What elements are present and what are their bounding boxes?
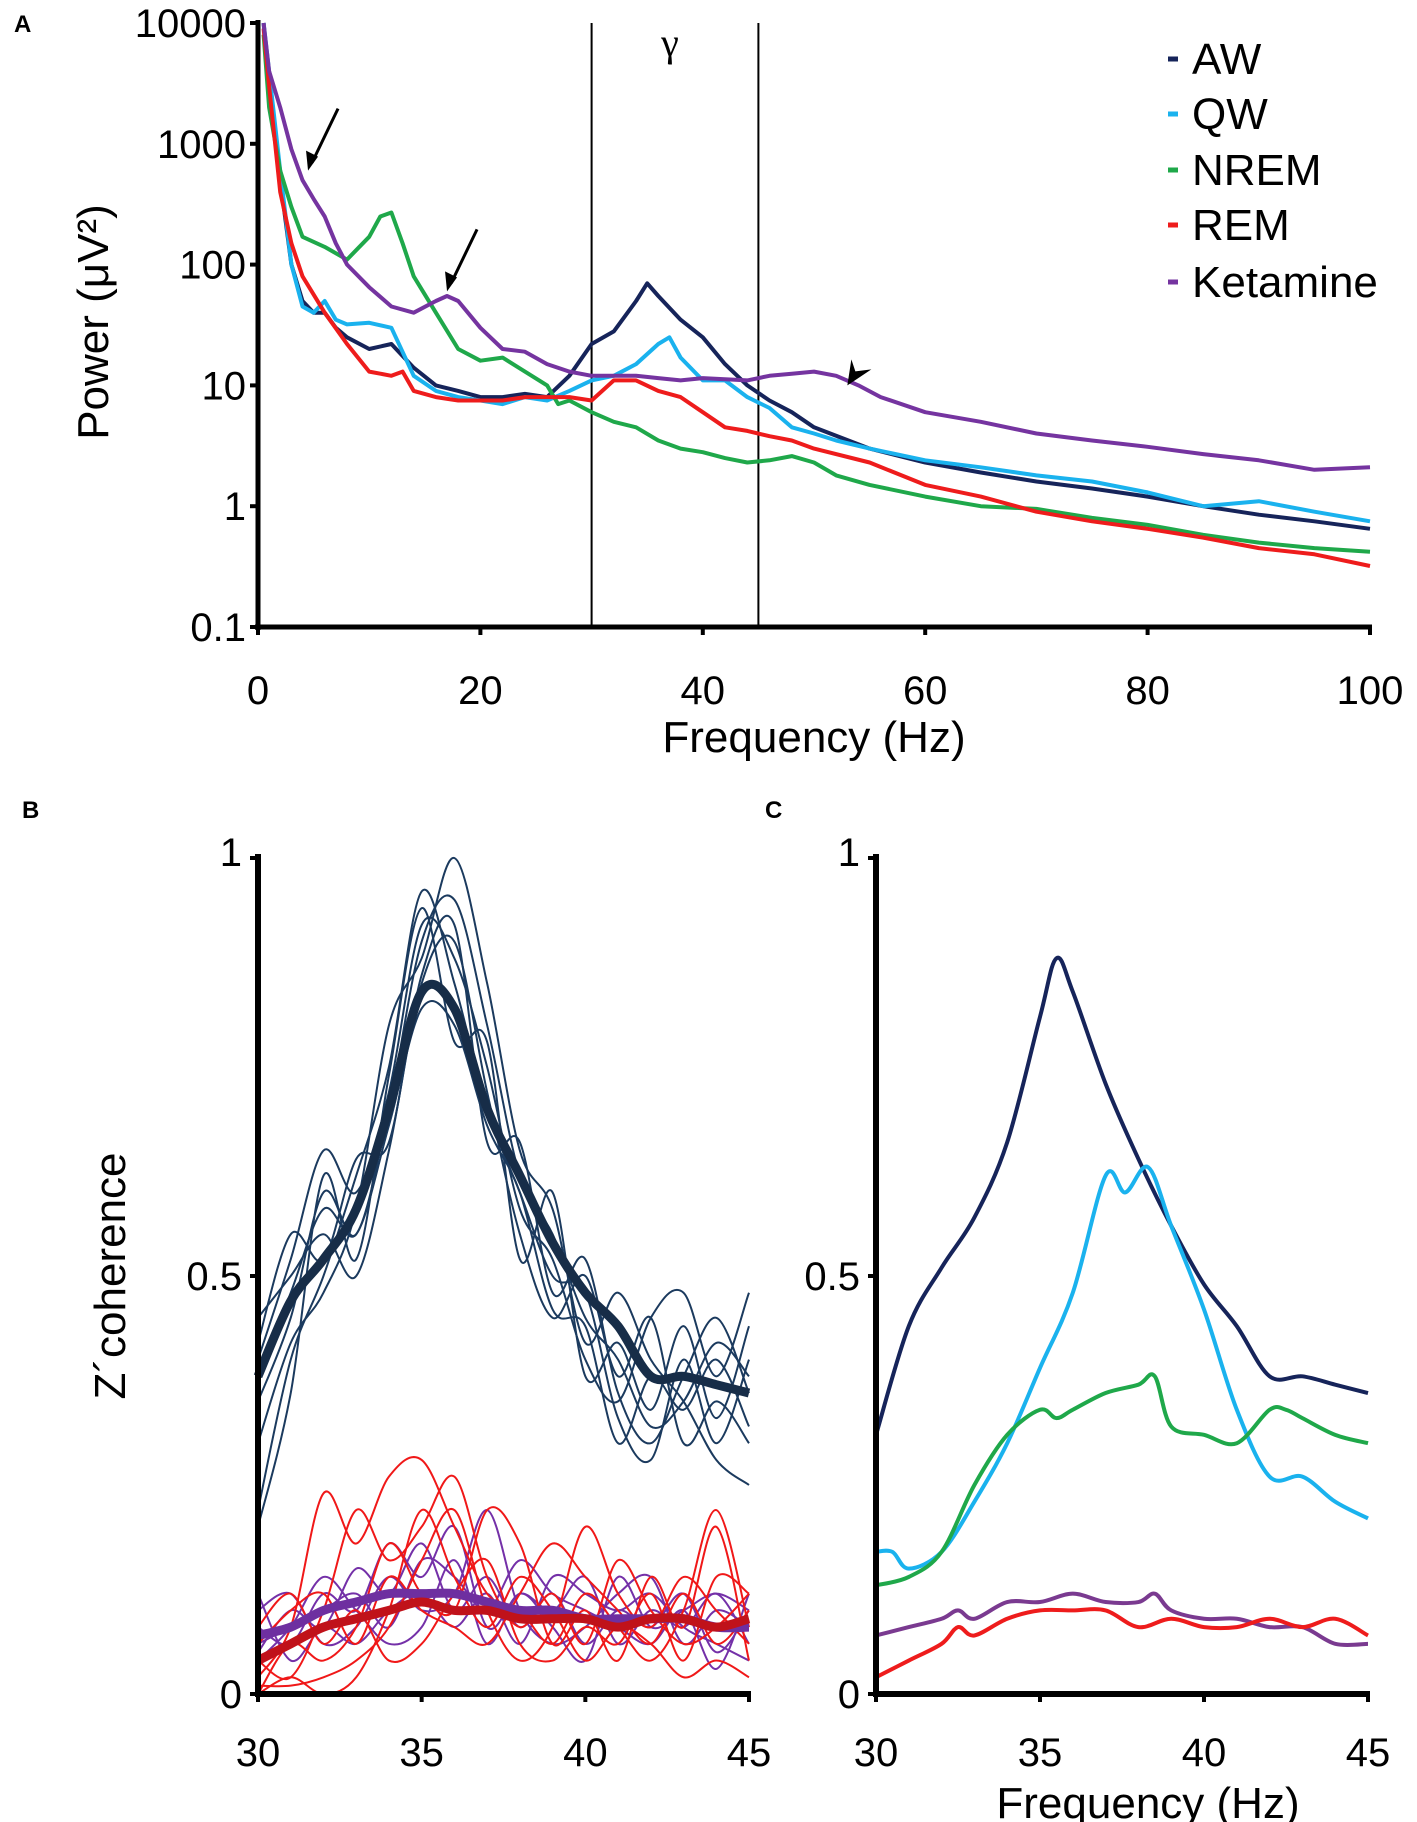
x-tick-label: 35 — [399, 1731, 444, 1775]
trace-ketamine-4 — [257, 1574, 750, 1662]
series-line-qw — [875, 1164, 1369, 1571]
x-tick-label: 100 — [1337, 669, 1404, 713]
x-tick-label: 30 — [854, 1731, 899, 1775]
series-line-ketamine — [261, 22, 1371, 472]
x-tick-label: 20 — [458, 669, 503, 713]
series-line-nrem — [875, 1372, 1369, 1588]
panel-b-y-axis-label: Z´coherence — [86, 1152, 135, 1399]
legend-label-qw: QW — [1192, 90, 1268, 139]
y-tick-label: 0.5 — [186, 1255, 242, 1299]
y-tick-label: 10000 — [135, 2, 246, 46]
trace-rem-2 — [257, 1506, 750, 1695]
legend-label-aw: AW — [1192, 35, 1262, 84]
x-tick-label: 0 — [247, 669, 269, 713]
y-tick-label: 0.1 — [190, 606, 246, 650]
panel-a-y-axis-label: Power (μV²) — [69, 204, 118, 440]
series-line-qw — [261, 22, 1371, 524]
trace-rem-6 — [257, 1509, 750, 1696]
panel-b-individual-coherence: 1 0.5 0 30 35 40 45 — [186, 831, 771, 1775]
trace-ketamine-3 — [257, 1557, 750, 1670]
panel-label-b: B — [22, 797, 39, 824]
legend-label-nrem: NREM — [1192, 146, 1322, 195]
panel-a-power-spectrum: 10000 1000 100 10 1 0.10 20 40 60 80 100 AW QW NREM RE… — [135, 2, 1404, 713]
x-tick-label: 45 — [727, 1731, 772, 1775]
trace-aw-7 — [257, 915, 750, 1445]
series-line-rem — [261, 28, 1371, 568]
y-tick-label: 1 — [838, 831, 860, 875]
annotation-arrow-icon-0 — [306, 150, 319, 171]
y-tick-label: 1 — [220, 831, 242, 875]
y-tick-label: 10 — [202, 364, 247, 408]
panel-label-c: C — [765, 797, 782, 824]
annotation-arrow-shaft-0 — [310, 107, 340, 164]
series-line-aw — [874, 955, 1369, 1436]
y-tick-label: 0 — [838, 1673, 860, 1717]
x-tick-label: 45 — [1346, 1731, 1391, 1775]
series-line-ketamine — [875, 1591, 1369, 1648]
annotation-arrowhead-icon-2 — [847, 359, 872, 386]
trace-aw-0 — [257, 894, 750, 1429]
y-tick-label: 100 — [179, 244, 246, 288]
trace-rem-1 — [257, 1474, 750, 1681]
panel-c-x-axis-label: Frequency (Hz) — [996, 1779, 1299, 1822]
panel-c-mean-coherence: 1 0.5 0 30 35 40 45 — [804, 831, 1390, 1775]
series-line-aw-mean — [253, 980, 751, 1398]
trace-aw-2 — [257, 934, 750, 1447]
y-tick-label: 0 — [220, 1673, 242, 1717]
legend-label-ketamine: Ketamine — [1192, 258, 1378, 307]
series-line-nrem — [261, 34, 1371, 554]
y-tick-label: 0.5 — [804, 1255, 860, 1299]
trace-ketamine-2 — [257, 1509, 750, 1647]
x-tick-label: 30 — [236, 1731, 281, 1775]
x-tick-label: 80 — [1125, 669, 1170, 713]
x-tick-label: 35 — [1018, 1731, 1063, 1775]
panel-label-a: A — [14, 11, 31, 38]
series-line-rem-mean — [255, 1597, 751, 1665]
series-line-rem — [875, 1607, 1369, 1680]
x-tick-label: 40 — [1182, 1731, 1227, 1775]
panel-a-x-axis-label: Frequency (Hz) — [662, 713, 965, 762]
legend-label-rem: REM — [1192, 201, 1290, 250]
trace-aw-4 — [257, 916, 750, 1404]
y-tick-label: 1000 — [157, 123, 246, 167]
annotation-arrow-shaft-1 — [449, 228, 479, 285]
x-tick-label: 40 — [681, 669, 726, 713]
trace-aw-6 — [257, 907, 750, 1528]
x-tick-label: 60 — [903, 669, 948, 713]
y-tick-label: 1 — [224, 485, 246, 529]
x-tick-label: 40 — [563, 1731, 608, 1775]
annotation-arrow-icon-1 — [445, 271, 458, 292]
gamma-band-label: γ — [660, 20, 679, 65]
